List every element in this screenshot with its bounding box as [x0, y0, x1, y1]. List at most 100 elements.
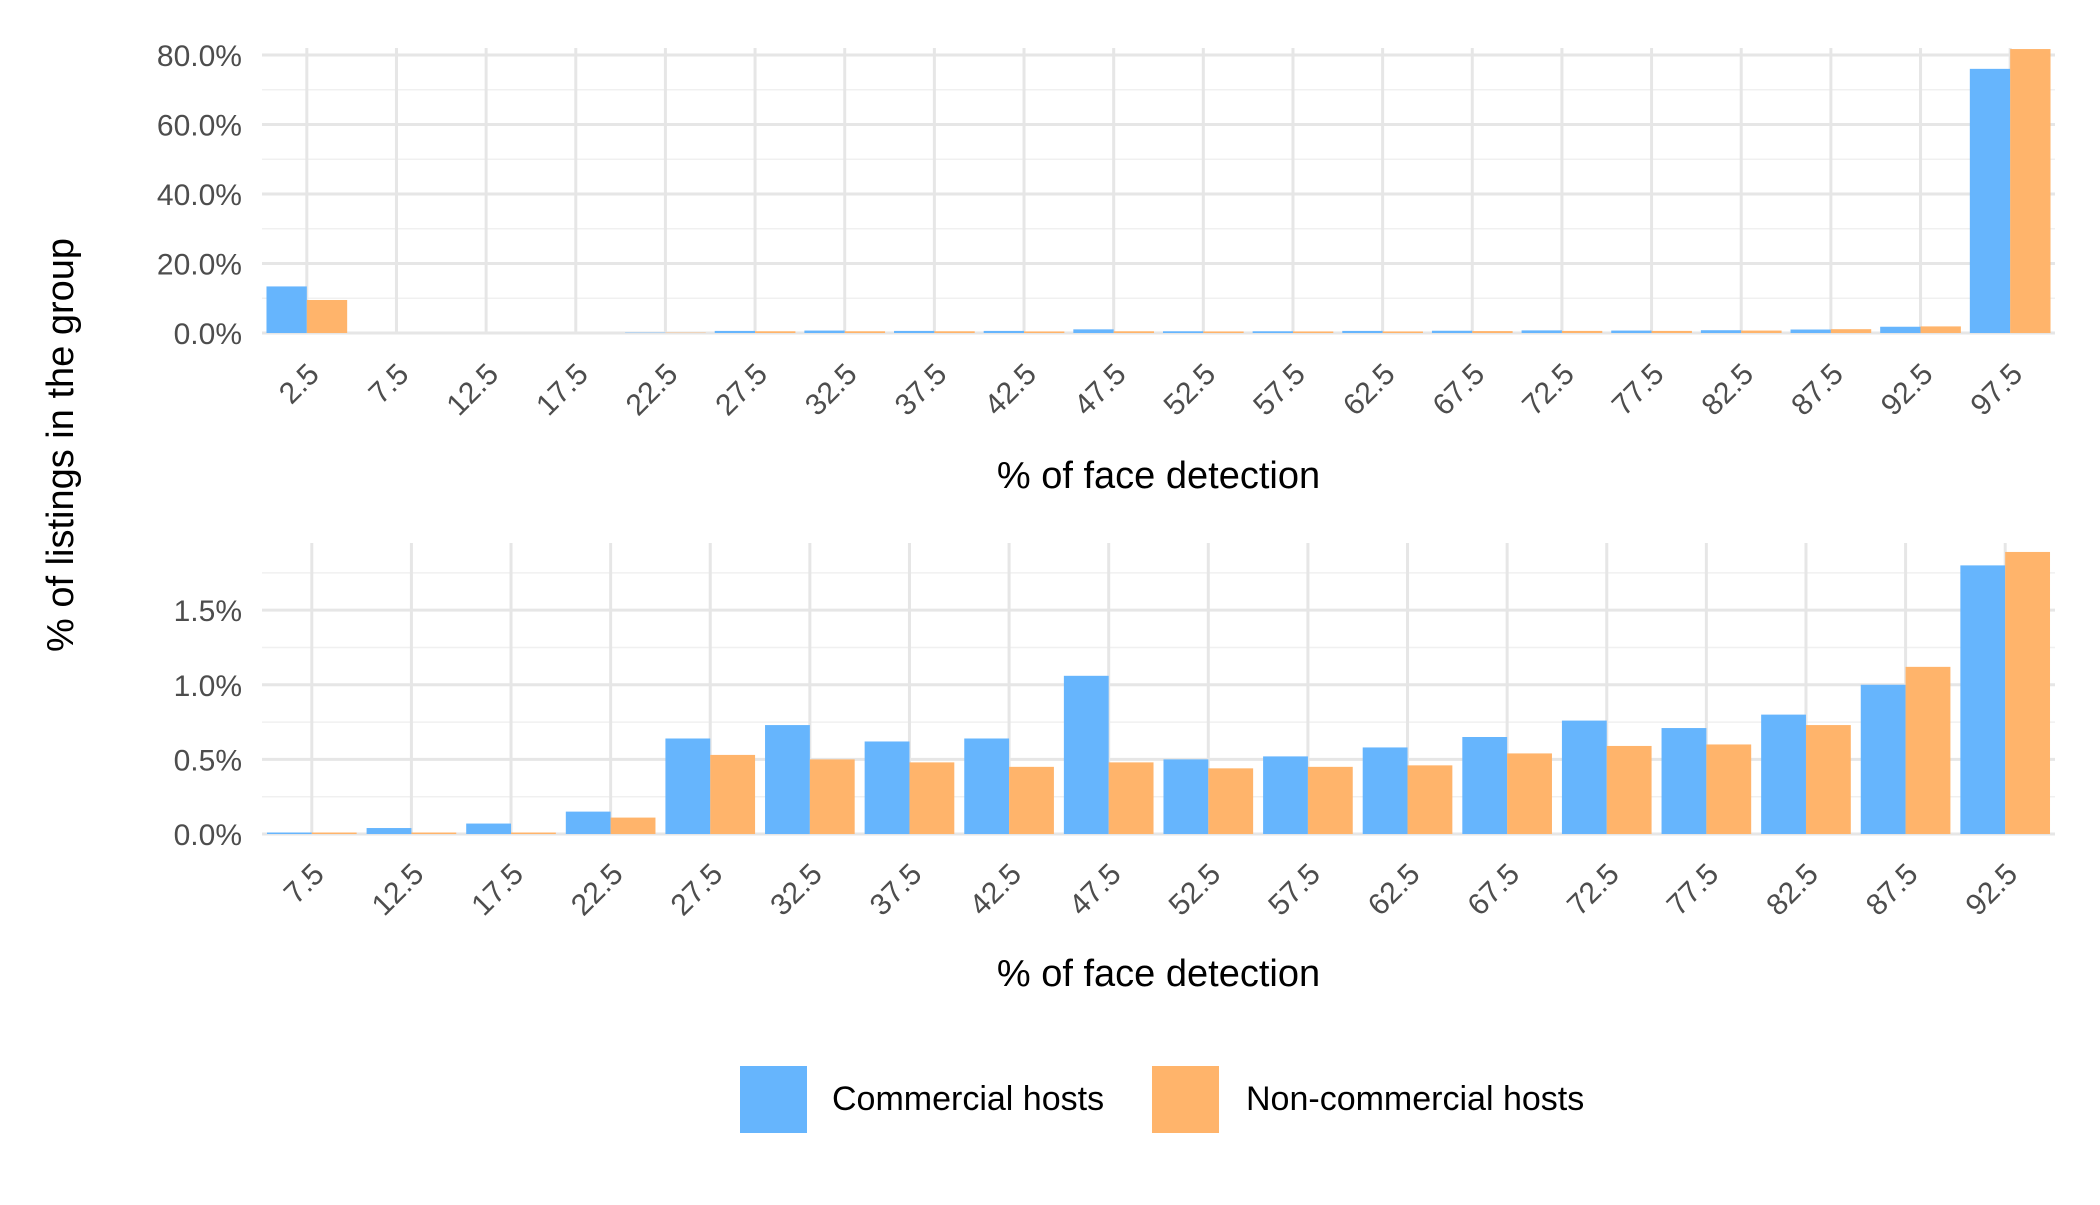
- x-tick-label: 7.5: [278, 858, 331, 911]
- y-axis-label: % of listings in the group: [40, 238, 82, 652]
- bar-non-commercial: [611, 818, 656, 834]
- x-tick-label: 7.5: [363, 358, 416, 411]
- bar-non-commercial: [307, 300, 347, 333]
- y-tick-label: 0.0%: [174, 819, 242, 852]
- y-tick-label: 1.0%: [174, 670, 242, 703]
- x-tick-label: 77.5: [1661, 858, 1726, 923]
- y-tick-label: 0.5%: [174, 744, 242, 777]
- bar-commercial: [1791, 330, 1831, 333]
- bar-commercial: [266, 286, 306, 333]
- x-tick-label: 72.5: [1516, 358, 1581, 423]
- y-tick-label: 40.0%: [157, 179, 242, 212]
- bar-non-commercial: [1408, 765, 1453, 834]
- bar-commercial: [1970, 69, 2010, 333]
- bar-commercial: [715, 331, 755, 333]
- x-tick-label: 87.5: [1860, 858, 1925, 923]
- bar-commercial: [1073, 329, 1113, 333]
- bar-non-commercial: [1607, 746, 1652, 834]
- bar-commercial: [1263, 756, 1308, 834]
- x-tick-label: 47.5: [1068, 358, 1133, 423]
- bar-non-commercial: [1114, 331, 1154, 333]
- bar-commercial: [367, 828, 412, 834]
- bar-commercial: [865, 741, 910, 834]
- bar-commercial: [1253, 331, 1293, 333]
- bar-commercial: [1880, 327, 1920, 333]
- legend-key-commercial: [740, 1066, 807, 1133]
- bar-commercial: [1662, 728, 1707, 834]
- bar-non-commercial: [411, 833, 456, 834]
- bar-non-commercial: [1507, 753, 1552, 834]
- x-tick-label: 82.5: [1696, 358, 1761, 423]
- bar-commercial: [964, 738, 1009, 834]
- bar-non-commercial: [1652, 331, 1692, 333]
- bar-commercial: [1861, 685, 1906, 834]
- bar-non-commercial: [1293, 331, 1333, 333]
- bar-commercial: [267, 833, 312, 834]
- x-axis-label: % of face detection: [997, 455, 1320, 497]
- bar-commercial: [1761, 715, 1806, 834]
- bar-commercial: [1342, 331, 1382, 333]
- bar-commercial: [984, 331, 1024, 333]
- x-tick-label: 42.5: [963, 858, 1028, 923]
- bar-non-commercial: [1472, 331, 1512, 333]
- x-tick-label: 67.5: [1427, 358, 1492, 423]
- bar-non-commercial: [1308, 767, 1353, 834]
- x-tick-label: 22.5: [565, 858, 630, 923]
- bar-non-commercial: [1009, 767, 1054, 834]
- bar-commercial: [1701, 330, 1741, 333]
- bar-non-commercial: [1806, 725, 1851, 834]
- x-tick-label: 37.5: [864, 858, 929, 923]
- bar-non-commercial: [1706, 744, 1751, 834]
- bar-non-commercial: [1208, 768, 1253, 834]
- bar-non-commercial: [1024, 331, 1064, 333]
- x-tick-label: 97.5: [1965, 358, 2030, 423]
- bar-commercial: [1522, 330, 1562, 333]
- bar-non-commercial: [312, 833, 357, 834]
- x-tick-label: 92.5: [1960, 858, 2025, 923]
- bar-non-commercial: [1741, 331, 1781, 333]
- bar-non-commercial: [934, 331, 974, 333]
- bar-commercial: [894, 331, 934, 333]
- bar-non-commercial: [1831, 329, 1871, 333]
- bar-commercial: [1363, 747, 1408, 834]
- bar-non-commercial: [1906, 667, 1951, 834]
- bar-commercial: [466, 824, 511, 834]
- bar-commercial: [1163, 331, 1203, 333]
- x-axis-label: % of face detection: [997, 953, 1320, 995]
- x-tick-label: 47.5: [1063, 858, 1128, 923]
- x-tick-label: 27.5: [665, 858, 730, 923]
- x-tick-label: 52.5: [1163, 858, 1228, 923]
- bar-non-commercial: [511, 833, 556, 834]
- x-tick-label: 82.5: [1760, 858, 1825, 923]
- x-tick-label: 52.5: [1158, 358, 1223, 423]
- y-tick-label: 0.0%: [174, 318, 242, 351]
- bar-non-commercial: [2005, 552, 2050, 834]
- x-tick-label: 57.5: [1262, 858, 1327, 923]
- bar-commercial: [1562, 721, 1607, 834]
- y-tick-label: 80.0%: [157, 40, 242, 73]
- bar-non-commercial: [1383, 331, 1423, 333]
- x-tick-label: 32.5: [799, 358, 864, 423]
- x-tick-label: 2.5: [273, 358, 326, 411]
- x-tick-label: 22.5: [620, 358, 685, 423]
- legend-label-commercial: Commercial hosts: [832, 1080, 1104, 1118]
- bar-commercial: [765, 725, 810, 834]
- x-tick-label: 62.5: [1337, 358, 1402, 423]
- bar-commercial: [1064, 676, 1109, 834]
- bar-commercial: [1960, 565, 2005, 834]
- bar-non-commercial: [909, 762, 954, 834]
- x-tick-label: 57.5: [1247, 358, 1312, 423]
- x-tick-label: 67.5: [1461, 858, 1526, 923]
- x-tick-label: 12.5: [440, 358, 505, 423]
- bar-commercial: [566, 812, 611, 834]
- bar-commercial: [1163, 759, 1208, 834]
- bar-non-commercial: [1109, 762, 1154, 834]
- x-tick-label: 12.5: [366, 858, 431, 923]
- x-tick-label: 62.5: [1362, 858, 1427, 923]
- bar-commercial: [665, 738, 710, 834]
- x-tick-label: 17.5: [530, 358, 595, 423]
- x-tick-label: 32.5: [764, 858, 829, 923]
